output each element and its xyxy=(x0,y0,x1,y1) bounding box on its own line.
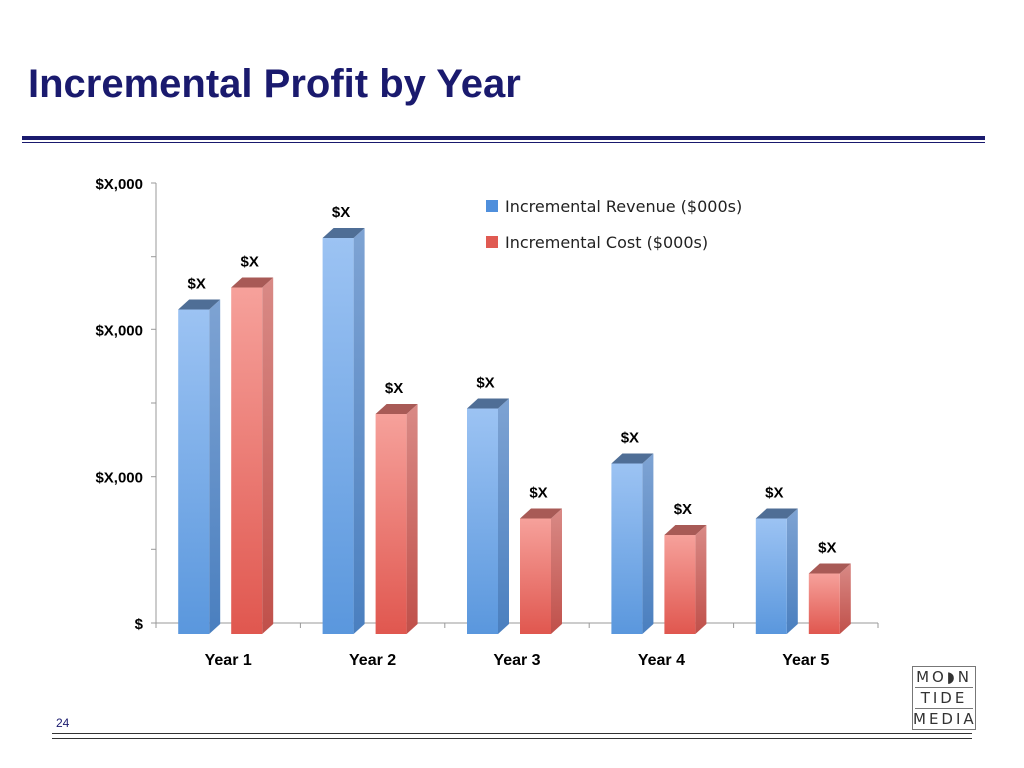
logo-line-1: MO◗N xyxy=(916,668,972,686)
moontide-media-logo: MO◗N TIDE MEDIA xyxy=(912,666,976,730)
y-tick-label: $X,000 xyxy=(95,176,143,193)
bar-incremental-cost xyxy=(520,508,562,634)
bar-top xyxy=(322,228,365,238)
bar-incremental-revenue xyxy=(178,299,221,634)
bar-front xyxy=(322,238,354,634)
data-label: $X xyxy=(621,430,639,447)
bar-side xyxy=(406,404,418,634)
bar-side xyxy=(551,508,562,634)
bar-front xyxy=(178,309,210,634)
legend-swatch-cost xyxy=(486,236,498,248)
bar-incremental-revenue xyxy=(755,508,798,634)
x-tick-label: Year 1 xyxy=(205,652,252,669)
bar-side xyxy=(786,508,798,634)
legend-swatch-revenue xyxy=(486,200,498,212)
bar-top xyxy=(755,508,798,519)
bar-front xyxy=(467,408,498,634)
bar-chart: $ $X,000 $X,000 $X,000 Year 1 Year 2 Year 3 Yea… xyxy=(95,176,879,669)
bar-front xyxy=(231,287,263,634)
title-divider xyxy=(22,136,985,140)
bar-side xyxy=(695,525,707,634)
bar-front xyxy=(520,518,551,634)
x-tick-label: Year 5 xyxy=(782,652,829,669)
y-tick-label: $ xyxy=(135,616,144,633)
legend-label-cost: Incremental Cost ($000s) xyxy=(505,233,708,252)
x-tick-label: Year 2 xyxy=(349,652,396,669)
bar-incremental-cost xyxy=(808,563,851,634)
data-label: $X xyxy=(332,204,350,221)
bar-top xyxy=(808,563,851,574)
bar-incremental-revenue xyxy=(467,398,509,634)
slide-title: Incremental Profit by Year xyxy=(28,62,521,106)
legend-label-revenue: Incremental Revenue ($000s) xyxy=(505,197,742,216)
bar-top xyxy=(664,525,707,535)
page-number: 24 xyxy=(56,716,70,730)
bar-front xyxy=(808,573,840,634)
x-tick-label: Year 4 xyxy=(638,652,685,669)
data-label: $X xyxy=(765,485,783,502)
bar-top xyxy=(231,277,274,288)
y-tick-label: $X,000 xyxy=(95,322,143,339)
logo-line-2: TIDE xyxy=(920,689,968,707)
bar-incremental-cost xyxy=(231,277,274,634)
data-label: $X xyxy=(476,375,494,392)
title-divider-thin xyxy=(22,142,985,143)
bar-top xyxy=(375,404,418,414)
data-label: $X xyxy=(241,254,259,271)
data-label: $X xyxy=(818,540,836,557)
bar-incremental-cost xyxy=(664,525,707,634)
y-tick-label: $X,000 xyxy=(95,470,143,487)
bar-side xyxy=(353,228,365,634)
bar-side xyxy=(262,277,274,634)
bar-incremental-revenue xyxy=(322,228,365,634)
bar-incremental-revenue xyxy=(611,453,654,634)
logo-line-3: MEDIA xyxy=(913,710,977,728)
bar-side xyxy=(498,398,509,634)
bar-side xyxy=(642,453,654,634)
bar-side xyxy=(209,299,221,634)
bar-front xyxy=(664,535,696,634)
bar-top xyxy=(520,508,562,519)
data-label: $X xyxy=(385,380,403,397)
logo-separator xyxy=(915,708,973,709)
bar-front xyxy=(755,518,787,634)
footer-divider-thin xyxy=(52,738,972,739)
data-label: $X xyxy=(188,276,206,293)
bar-front xyxy=(611,463,643,634)
logo-separator xyxy=(915,687,973,688)
bar-top xyxy=(467,398,509,409)
bar-side xyxy=(839,563,851,634)
x-tick-label: Year 3 xyxy=(493,652,540,669)
data-label: $X xyxy=(674,501,692,518)
bar-front xyxy=(375,414,407,634)
footer-divider xyxy=(52,733,972,734)
bar-incremental-cost xyxy=(375,404,418,634)
bar-top xyxy=(611,453,654,464)
bar-top xyxy=(178,299,221,310)
data-label: $X xyxy=(529,485,547,502)
